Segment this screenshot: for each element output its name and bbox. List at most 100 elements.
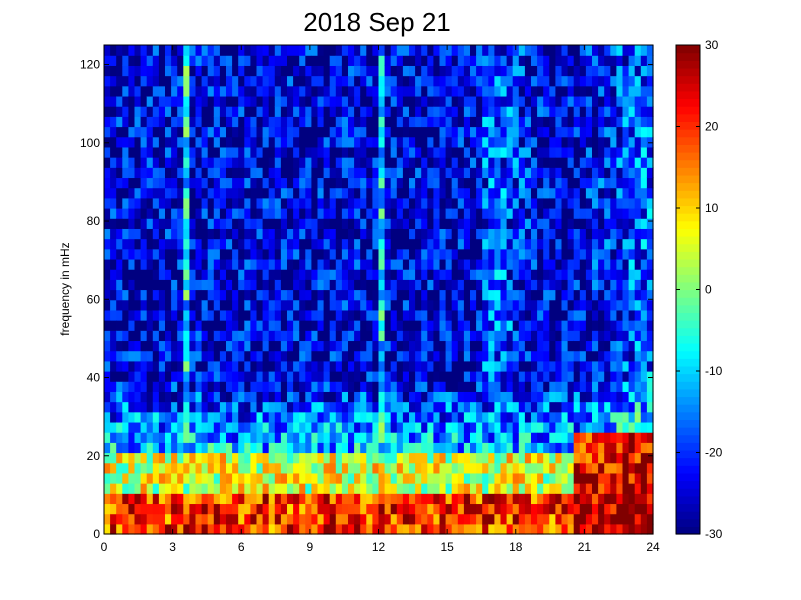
heatmap-cell <box>592 55 599 66</box>
heatmap-cell <box>549 269 556 280</box>
heatmap-cell <box>317 208 325 219</box>
heatmap-cell <box>537 238 544 250</box>
heatmap-cell <box>537 411 544 423</box>
heatmap-cell <box>116 55 123 66</box>
heatmap-cell <box>128 269 136 280</box>
heatmap-cell <box>293 462 300 474</box>
heatmap-cell <box>573 411 581 423</box>
heatmap-cell <box>165 238 172 250</box>
heatmap-cell <box>451 228 459 240</box>
heatmap-cell <box>549 472 556 484</box>
heatmap-cell <box>598 167 605 179</box>
heatmap-cell <box>518 95 526 107</box>
heatmap-cell <box>470 55 477 66</box>
heatmap-cell <box>500 340 508 352</box>
heatmap-cell <box>110 371 117 382</box>
heatmap-cell <box>183 269 190 280</box>
heatmap-cell <box>610 462 617 474</box>
heatmap-cell <box>543 381 550 392</box>
heatmap-cell <box>396 106 404 117</box>
heatmap-cell <box>372 146 380 158</box>
heatmap-cell <box>226 289 233 301</box>
heatmap-cell <box>274 85 282 97</box>
colorbar-segment <box>676 98 700 107</box>
heatmap-cell <box>244 279 251 291</box>
heatmap-cell <box>390 279 398 291</box>
heatmap-cell <box>262 197 270 209</box>
heatmap-cell <box>104 228 111 240</box>
heatmap-cell <box>433 381 441 392</box>
heatmap-cell <box>622 95 630 107</box>
heatmap-cell <box>323 95 331 107</box>
x-tick-label: 3 <box>169 540 176 554</box>
heatmap-cell <box>201 197 209 209</box>
heatmap-cell <box>183 95 190 107</box>
heatmap-cell <box>549 197 556 209</box>
heatmap-cell <box>439 269 447 280</box>
heatmap-cell <box>348 126 355 138</box>
heatmap-cell <box>579 401 587 413</box>
heatmap-cell <box>415 248 422 260</box>
heatmap-cell <box>592 381 599 392</box>
colorbar-segment <box>676 60 700 69</box>
heatmap-cell <box>561 157 569 168</box>
heatmap-cell <box>207 371 215 382</box>
heatmap-cell <box>360 330 367 342</box>
heatmap-cell <box>128 472 136 484</box>
heatmap-cell <box>518 401 526 413</box>
heatmap-cell <box>463 503 471 515</box>
heatmap-cell <box>104 116 111 128</box>
heatmap-cell <box>335 472 343 484</box>
heatmap-cell <box>122 360 129 372</box>
heatmap-cell <box>299 228 306 240</box>
heatmap-cell <box>384 483 392 494</box>
heatmap-cell <box>219 279 227 291</box>
heatmap-cell <box>537 177 544 189</box>
heatmap-cell <box>104 157 111 168</box>
heatmap-cell <box>567 391 575 403</box>
heatmap-cell <box>110 432 117 443</box>
heatmap-cell <box>128 309 136 321</box>
x-tick-label: 0 <box>101 540 108 554</box>
heatmap-cell <box>573 228 581 240</box>
heatmap-cell <box>104 483 111 494</box>
heatmap-cell <box>329 116 337 128</box>
heatmap-cell <box>494 258 502 270</box>
heatmap-cell <box>616 177 624 189</box>
heatmap-cell <box>152 452 160 464</box>
heatmap-cell <box>524 299 532 311</box>
heatmap-cell <box>524 228 532 240</box>
heatmap-cell <box>415 157 422 168</box>
heatmap-cell <box>427 218 434 229</box>
heatmap-cell <box>409 85 416 97</box>
heatmap-cell <box>482 320 489 331</box>
heatmap-cell <box>518 411 526 423</box>
heatmap-cell <box>433 421 441 433</box>
heatmap-cell <box>537 350 544 362</box>
heatmap-cell <box>427 442 434 454</box>
heatmap-cell <box>457 483 465 494</box>
heatmap-cell <box>116 187 123 199</box>
heatmap-cell <box>329 513 337 525</box>
heatmap-cell <box>177 299 184 311</box>
heatmap-cell <box>317 320 325 331</box>
heatmap-cell <box>451 462 459 474</box>
heatmap-cell <box>311 330 319 342</box>
heatmap-cell <box>152 126 160 138</box>
heatmap-cell <box>549 299 556 311</box>
heatmap-cell <box>488 421 495 433</box>
heatmap-cell <box>152 116 160 128</box>
heatmap-cell <box>634 269 642 280</box>
heatmap-cell <box>592 126 599 138</box>
heatmap-cell <box>317 299 325 311</box>
heatmap-cell <box>433 523 441 535</box>
heatmap-cell <box>238 248 245 260</box>
heatmap-cell <box>384 299 392 311</box>
heatmap-cell <box>415 452 422 464</box>
heatmap-cell <box>549 187 556 199</box>
heatmap-cell <box>146 65 154 77</box>
heatmap-cell <box>457 65 465 77</box>
heatmap-cell <box>116 299 123 311</box>
heatmap-cell <box>250 513 258 525</box>
